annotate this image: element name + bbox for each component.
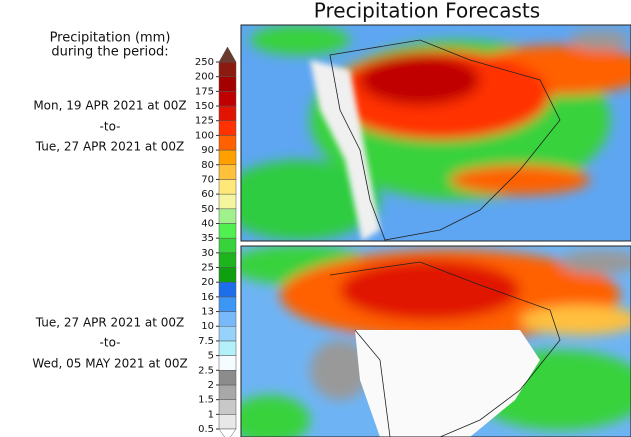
colorbar-tick-label: 175: [195, 86, 214, 97]
period-start: Tue, 27 APR 2021 at 00Z: [35, 316, 185, 330]
colorbar-tick-label: 250: [195, 57, 214, 68]
period-end: Wed, 05 MAY 2021 at 00Z: [32, 357, 187, 371]
period-start: Mon, 19 APR 2021 at 00Z: [33, 99, 186, 113]
colorbar-tick-label: 50: [201, 204, 214, 215]
colorbar-tick-label: 5: [208, 351, 214, 362]
period-end: Tue, 27 APR 2021 at 00Z: [35, 140, 185, 154]
colorbar-tick-label: 125: [195, 116, 214, 127]
map-panel: [241, 246, 631, 437]
title: Precipitation Forecasts: [314, 0, 540, 23]
colorbar-over: [218, 46, 237, 63]
colorbar-tick-label: 10: [201, 321, 214, 332]
colorbar-tick-label: 60: [201, 189, 214, 200]
colorbar-segment: [218, 399, 237, 415]
colorbar-segment: [218, 355, 237, 371]
panel-frame: [240, 24, 631, 242]
colorbar-tick-label: 35: [201, 233, 214, 244]
colorbar-segment: [218, 208, 237, 224]
colorbar-tick-label: 90: [201, 145, 214, 156]
colorbar-segment: [218, 135, 237, 151]
colorbar-tick-label: 13: [201, 307, 214, 318]
colorbar-tick-label: 200: [195, 72, 214, 83]
colorbar-tick-label: 1: [208, 409, 214, 420]
colorbar-tick-label: 30: [201, 248, 214, 259]
colorbar-under: [218, 428, 237, 437]
colorbar-segment: [218, 267, 237, 283]
legend-heading: during the period:: [51, 45, 168, 60]
colorbar-segment: [218, 325, 237, 342]
legend-heading: Precipitation (mm): [50, 31, 171, 46]
colorbar-segment: [218, 384, 237, 400]
colorbar-tick-label: 16: [201, 292, 214, 303]
colorbar-segment: [218, 223, 237, 239]
colorbar-segment: [218, 296, 237, 312]
colorbar-tick-label: 0.5: [198, 424, 214, 435]
colorbar-tick-label: 2.5: [198, 365, 214, 376]
colorbar-tick-label: 100: [195, 130, 214, 141]
colorbar-segment: [218, 179, 237, 195]
colorbar-segment: [218, 91, 237, 107]
colorbar-segment: [218, 149, 237, 166]
colorbar-tick-label: 25: [201, 263, 214, 274]
colorbar-tick-label: 7.5: [198, 336, 214, 347]
colorbar-segment: [218, 311, 237, 327]
period-separator: -to-: [100, 336, 121, 350]
colorbar-segment: [218, 370, 237, 386]
colorbar-tick-label: 20: [201, 277, 214, 288]
colorbar-segment: [218, 281, 237, 298]
colorbar-segment: [218, 164, 237, 180]
colorbar-segment: [218, 105, 237, 121]
colorbar-tick-label: 40: [201, 218, 214, 229]
colorbar: 0.5 1 1.5 2 2.5 5 7.5 10 13 16 20 25 30 35 40 50 60 70 80 9…: [195, 46, 237, 437]
colorbar-segment: [218, 193, 237, 210]
colorbar-tick-label: 1.5: [198, 395, 214, 406]
colorbar-segment: [218, 340, 237, 356]
period-separator: -to-: [100, 120, 121, 134]
map-panel: [241, 25, 631, 241]
colorbar-segment: [218, 414, 237, 430]
colorbar-segment: [218, 252, 237, 268]
colorbar-tick-label: 70: [201, 174, 214, 185]
colorbar-segment: [218, 61, 237, 77]
colorbar-segment: [218, 76, 237, 92]
colorbar-segment: [218, 237, 237, 254]
colorbar-tick-label: 2: [208, 380, 214, 391]
colorbar-tick-label: 150: [195, 101, 214, 112]
colorbar-segment: [218, 120, 237, 136]
colorbar-tick-label: 80: [201, 160, 214, 171]
panel-frame: [240, 245, 631, 437]
